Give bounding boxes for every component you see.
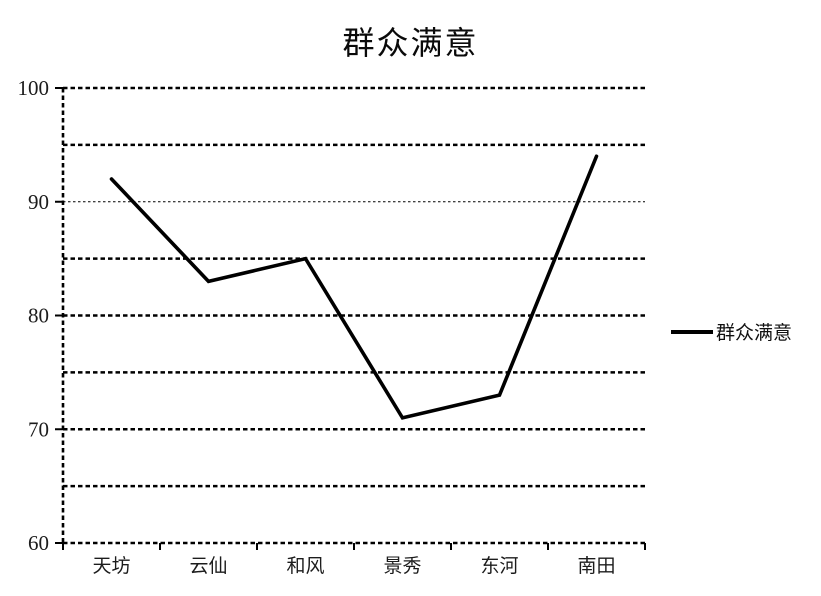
x-category-label: 景秀: [383, 555, 421, 577]
chart-title: 群众满意: [342, 25, 479, 61]
y-tick-label: 100: [18, 76, 50, 100]
y-tick-label: 90: [28, 190, 49, 214]
x-category-label: 云仙: [189, 555, 227, 577]
x-category-label: 天坊: [92, 555, 130, 577]
series-line: [109, 154, 599, 420]
legend-series-label: 群众满意: [716, 323, 793, 344]
y-tick-label: 60: [28, 531, 49, 555]
legend: 群众满意: [671, 318, 792, 345]
x-category-label: 东河: [480, 555, 518, 577]
x-category-label: 和风: [286, 555, 324, 577]
y-tick-label: 80: [28, 304, 49, 328]
legend-line-swatch: [671, 329, 713, 334]
y-tick-label: 70: [28, 417, 49, 441]
x-category-label: 南田: [577, 555, 615, 577]
